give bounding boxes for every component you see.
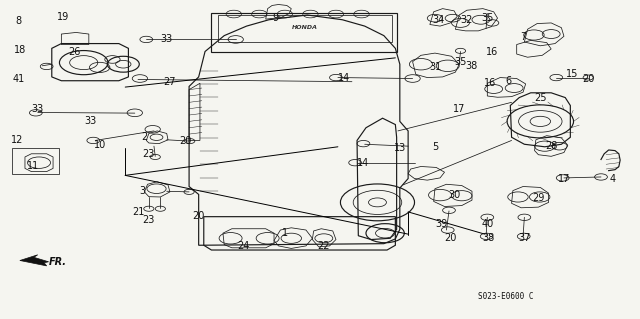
Text: 28: 28 bbox=[545, 141, 557, 151]
Text: 33: 33 bbox=[31, 104, 44, 114]
Text: 33: 33 bbox=[84, 116, 96, 126]
Text: 7: 7 bbox=[520, 32, 526, 42]
Text: 35: 35 bbox=[481, 13, 493, 23]
Text: 35: 35 bbox=[454, 57, 467, 67]
Text: 14: 14 bbox=[337, 72, 349, 83]
Text: 30: 30 bbox=[448, 190, 460, 200]
Text: 17: 17 bbox=[558, 174, 570, 183]
Text: 1: 1 bbox=[282, 227, 288, 238]
Text: 38: 38 bbox=[482, 233, 494, 243]
Text: 34: 34 bbox=[432, 15, 444, 25]
Text: 11: 11 bbox=[26, 161, 39, 171]
Text: 10: 10 bbox=[93, 140, 106, 150]
Text: 12: 12 bbox=[10, 136, 23, 145]
Text: 16: 16 bbox=[486, 47, 499, 57]
Text: 6: 6 bbox=[506, 76, 511, 86]
Text: 3: 3 bbox=[140, 186, 145, 196]
Polygon shape bbox=[20, 255, 49, 266]
Text: 22: 22 bbox=[317, 241, 330, 251]
Text: 14: 14 bbox=[356, 158, 369, 168]
Text: 33: 33 bbox=[161, 34, 173, 44]
Text: 20: 20 bbox=[180, 136, 192, 146]
Text: 38: 38 bbox=[465, 61, 477, 71]
Text: 29: 29 bbox=[532, 193, 545, 203]
Text: 32: 32 bbox=[461, 15, 473, 25]
Text: 26: 26 bbox=[68, 47, 81, 56]
Text: 21: 21 bbox=[132, 207, 144, 217]
Text: 4: 4 bbox=[609, 174, 616, 183]
Text: 23: 23 bbox=[143, 215, 155, 226]
Text: 25: 25 bbox=[534, 93, 547, 103]
Text: 19: 19 bbox=[57, 11, 69, 22]
Text: 5: 5 bbox=[432, 142, 438, 152]
Text: 16: 16 bbox=[484, 78, 496, 88]
Text: FR.: FR. bbox=[49, 257, 67, 267]
Text: 37: 37 bbox=[518, 233, 531, 243]
Text: 20: 20 bbox=[193, 211, 205, 221]
Text: 8: 8 bbox=[15, 16, 22, 26]
Text: 27: 27 bbox=[164, 77, 176, 87]
Text: 20: 20 bbox=[582, 73, 595, 84]
Text: 20: 20 bbox=[445, 233, 457, 243]
Text: 15: 15 bbox=[566, 69, 579, 79]
Text: 13: 13 bbox=[394, 143, 406, 153]
Text: 24: 24 bbox=[237, 241, 250, 251]
Text: HONDA: HONDA bbox=[292, 25, 317, 30]
Text: S023-E0600 C: S023-E0600 C bbox=[478, 292, 534, 301]
Text: 2: 2 bbox=[141, 132, 147, 142]
Text: 17: 17 bbox=[453, 104, 465, 114]
Text: 40: 40 bbox=[481, 219, 493, 229]
Text: 23: 23 bbox=[143, 149, 155, 159]
Text: 18: 18 bbox=[13, 45, 26, 55]
Text: 41: 41 bbox=[12, 73, 25, 84]
Text: 9: 9 bbox=[272, 13, 278, 23]
Text: 39: 39 bbox=[435, 219, 447, 229]
Text: 31: 31 bbox=[429, 63, 441, 72]
